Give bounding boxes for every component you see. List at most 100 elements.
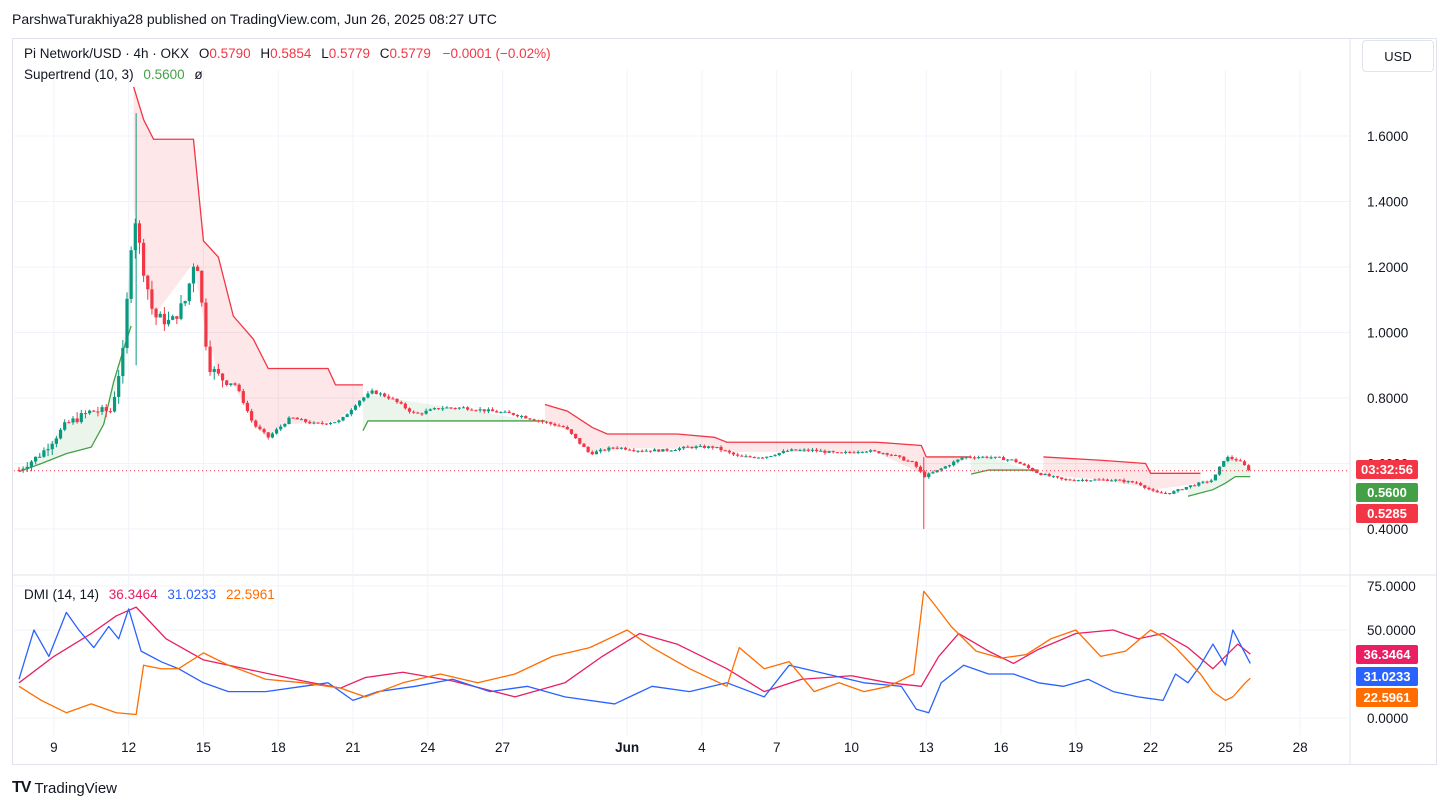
candle-body: [881, 453, 885, 455]
candle-body: [536, 420, 540, 422]
candle-body: [939, 468, 943, 471]
candle-body: [428, 409, 432, 411]
candle-body: [204, 302, 208, 347]
candle-body: [972, 457, 977, 459]
candle-body: [690, 446, 694, 449]
dmi-legend: DMI (14, 14) 36.3464 31.0233 22.5961: [24, 587, 277, 602]
open-value: 0.5790: [209, 46, 251, 61]
candle-body: [208, 346, 212, 373]
candle-body: [499, 412, 503, 414]
currency-button[interactable]: USD: [1362, 40, 1434, 72]
candle-body: [1184, 487, 1188, 490]
time-axis: 9 12 15 18 21 24 27 Jun 4 7 10 13 16 19 22 25 28: [50, 740, 1308, 755]
countdown-tag: 03:32:56: [1356, 460, 1418, 479]
candle-body: [395, 398, 399, 403]
candle-body: [374, 390, 378, 395]
candle-body: [1089, 480, 1093, 482]
candle-body: [1143, 485, 1147, 488]
candle-body: [719, 446, 723, 451]
candle-body: [1205, 481, 1209, 483]
price-tick-label: 1.6000: [1367, 129, 1408, 144]
candle-body: [241, 391, 245, 403]
supertrend-line-6: [1043, 456, 1201, 474]
candle-body: [266, 432, 270, 438]
supertrend-line-5: [970, 469, 1039, 475]
candle-body: [956, 459, 960, 462]
candle-body: [1026, 465, 1031, 468]
candle-body: [677, 448, 682, 451]
candle-body: [378, 393, 383, 395]
footer-brand[interactable]: TV TradingView: [12, 779, 117, 797]
supertrend-line-2: [362, 420, 545, 432]
candle-body: [632, 450, 636, 452]
candle-body: [304, 419, 308, 422]
time-tick-label: 13: [919, 740, 934, 755]
candle-body: [42, 450, 46, 457]
candle-body: [1035, 470, 1039, 473]
supertrend-line-3: [544, 403, 927, 458]
candle-body: [993, 456, 997, 458]
price-legend: Pi Network/USD · 4h · OKX O0.5790 H0.585…: [24, 46, 553, 61]
candle-body: [457, 407, 461, 409]
candle-body: [1159, 492, 1163, 494]
dmi-minus-line: [18, 590, 1251, 716]
candle-body: [183, 301, 187, 304]
price-tick-label: 1.4000: [1367, 195, 1408, 210]
candle-body: [869, 450, 873, 452]
candle-body: [1147, 487, 1151, 490]
candle-body: [328, 422, 333, 424]
candle-body: [1018, 462, 1022, 464]
candle-body: [1130, 481, 1134, 483]
candle-body: [1085, 479, 1089, 481]
candle-body: [873, 450, 877, 452]
candle-body: [507, 411, 511, 414]
candle-body: [648, 450, 653, 452]
time-tick-label: Jun: [615, 740, 639, 755]
candle-body: [574, 433, 578, 439]
candle-body: [885, 453, 889, 455]
candle-body: [129, 250, 133, 299]
candle-body: [748, 456, 752, 458]
candle-body: [225, 380, 229, 385]
candle-body: [1001, 457, 1006, 461]
candle-body: [636, 450, 640, 452]
candle-body: [100, 407, 104, 412]
candle-body: [358, 400, 362, 406]
candle-body: [1226, 456, 1230, 461]
candle-body: [848, 451, 852, 453]
candle-body: [831, 451, 835, 453]
candle-body: [586, 446, 590, 452]
price-tick-label: 0.4000: [1367, 522, 1408, 537]
candle-body: [511, 413, 515, 415]
supertrend-label: Supertrend (10, 3): [24, 67, 134, 82]
candle-body: [1193, 485, 1197, 487]
candle-body: [200, 270, 204, 303]
candle-body: [50, 443, 54, 450]
candle-body: [1197, 482, 1201, 486]
supertrend-line-1: [133, 86, 363, 386]
candle-body: [665, 449, 669, 451]
supertrend-lines: [18, 86, 1251, 497]
supertrend-fill-0: [18, 243, 132, 472]
candle-body: [565, 427, 569, 430]
candle-body: [619, 447, 623, 449]
candle-body: [582, 443, 586, 447]
price-tick-label: 1.0000: [1367, 326, 1408, 341]
candle-body: [287, 417, 291, 425]
candle-body: [1072, 480, 1076, 482]
candle-body: [38, 456, 42, 458]
candle-body: [171, 316, 175, 320]
candle-body: [283, 424, 287, 427]
candle-body: [864, 451, 869, 453]
supertrend-legend: Supertrend (10, 3) 0.5600 ø: [24, 67, 205, 82]
candle-body: [715, 446, 719, 448]
candle-body: [449, 407, 453, 409]
candle-body: [495, 411, 499, 413]
candle-body: [216, 368, 220, 374]
close-label: C: [379, 46, 390, 61]
candle-body: [320, 422, 324, 424]
candle-body: [1180, 489, 1184, 491]
candle-body: [1188, 485, 1193, 488]
candle-body: [254, 420, 258, 427]
